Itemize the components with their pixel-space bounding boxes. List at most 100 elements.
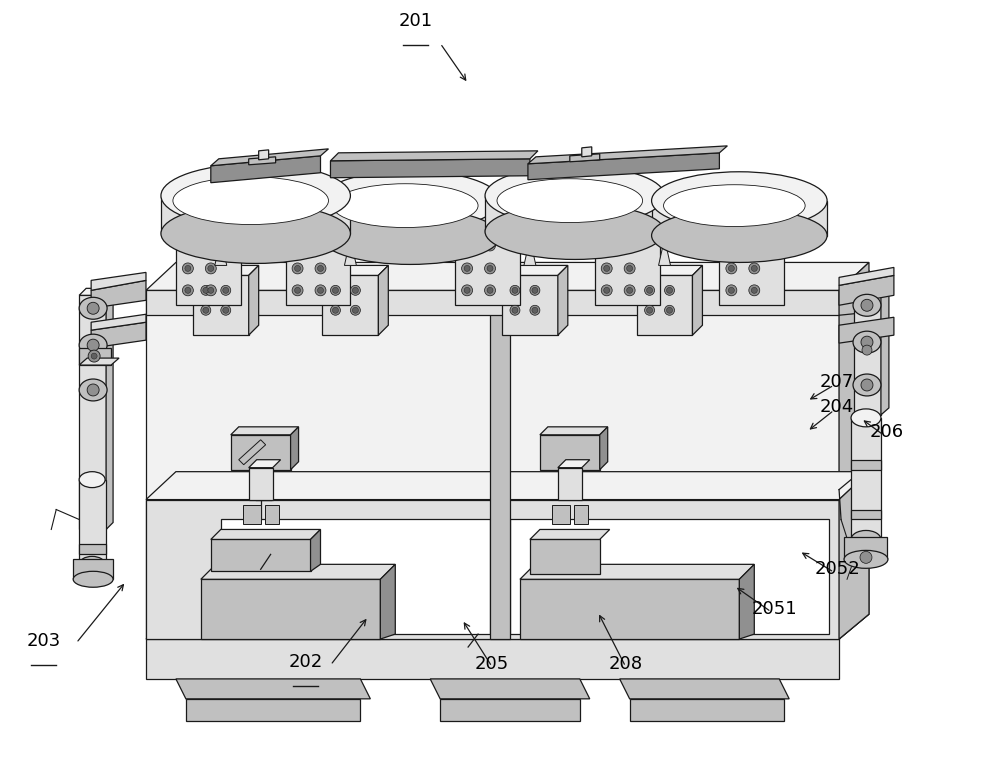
Ellipse shape — [853, 294, 881, 316]
Circle shape — [726, 285, 737, 296]
Circle shape — [205, 263, 216, 274]
Ellipse shape — [79, 379, 107, 401]
Polygon shape — [502, 275, 558, 335]
Polygon shape — [146, 614, 869, 639]
Circle shape — [751, 242, 757, 248]
Circle shape — [728, 265, 734, 271]
Circle shape — [601, 263, 612, 274]
Circle shape — [604, 242, 610, 248]
Circle shape — [647, 307, 653, 313]
Polygon shape — [839, 275, 894, 306]
Ellipse shape — [485, 166, 665, 225]
Circle shape — [318, 287, 323, 293]
Ellipse shape — [321, 209, 500, 264]
Circle shape — [318, 242, 323, 248]
Circle shape — [88, 350, 100, 362]
Polygon shape — [558, 265, 568, 335]
Polygon shape — [378, 265, 388, 335]
Circle shape — [350, 285, 360, 296]
Text: 202: 202 — [288, 653, 323, 672]
Circle shape — [352, 287, 358, 293]
Ellipse shape — [79, 334, 107, 356]
Ellipse shape — [853, 374, 881, 396]
Ellipse shape — [173, 176, 328, 225]
Polygon shape — [243, 504, 261, 524]
Polygon shape — [79, 545, 106, 555]
Circle shape — [91, 353, 97, 359]
Circle shape — [292, 263, 303, 274]
Circle shape — [221, 285, 231, 296]
Circle shape — [861, 336, 873, 348]
Polygon shape — [540, 435, 600, 470]
Ellipse shape — [844, 550, 888, 568]
Circle shape — [332, 307, 338, 313]
Polygon shape — [485, 196, 665, 231]
Circle shape — [645, 285, 655, 296]
Polygon shape — [291, 427, 299, 470]
Polygon shape — [322, 265, 388, 275]
Circle shape — [601, 240, 612, 251]
Polygon shape — [146, 639, 839, 679]
Polygon shape — [637, 265, 702, 275]
Polygon shape — [146, 290, 839, 316]
Circle shape — [485, 263, 496, 274]
Polygon shape — [176, 679, 370, 699]
Polygon shape — [637, 275, 692, 335]
Polygon shape — [249, 157, 276, 165]
Polygon shape — [146, 500, 839, 639]
Ellipse shape — [332, 183, 478, 228]
Circle shape — [330, 306, 340, 316]
Circle shape — [627, 265, 633, 271]
Polygon shape — [91, 280, 146, 308]
Circle shape — [749, 240, 760, 251]
Ellipse shape — [73, 571, 113, 588]
Circle shape — [223, 307, 229, 313]
Polygon shape — [739, 565, 754, 639]
Text: 203: 203 — [26, 632, 60, 650]
Polygon shape — [311, 529, 320, 571]
Circle shape — [861, 379, 873, 391]
Circle shape — [487, 287, 493, 293]
Circle shape — [185, 265, 191, 271]
Ellipse shape — [485, 204, 665, 260]
Text: 207: 207 — [820, 373, 854, 391]
Circle shape — [350, 306, 360, 316]
Polygon shape — [839, 267, 894, 285]
Polygon shape — [211, 156, 320, 183]
Polygon shape — [524, 248, 536, 265]
Circle shape — [203, 287, 209, 293]
Polygon shape — [652, 201, 827, 235]
Polygon shape — [854, 283, 889, 290]
Polygon shape — [851, 460, 881, 470]
Circle shape — [487, 242, 493, 248]
Circle shape — [530, 285, 540, 296]
Polygon shape — [322, 275, 378, 335]
Circle shape — [295, 242, 301, 248]
Circle shape — [332, 287, 338, 293]
Polygon shape — [286, 231, 350, 306]
Polygon shape — [215, 248, 227, 265]
Circle shape — [665, 285, 675, 296]
Circle shape — [860, 552, 872, 563]
Ellipse shape — [664, 185, 805, 227]
Circle shape — [751, 265, 757, 271]
Text: 206: 206 — [870, 423, 904, 442]
Circle shape — [208, 287, 214, 293]
Ellipse shape — [853, 331, 881, 353]
Polygon shape — [844, 537, 887, 559]
Circle shape — [208, 242, 214, 248]
Circle shape — [464, 265, 470, 271]
Ellipse shape — [652, 172, 827, 229]
Polygon shape — [176, 222, 251, 231]
Polygon shape — [211, 539, 311, 571]
Polygon shape — [330, 151, 538, 160]
Polygon shape — [161, 196, 350, 234]
Polygon shape — [540, 427, 608, 435]
Circle shape — [464, 242, 470, 248]
Polygon shape — [528, 146, 727, 163]
Circle shape — [462, 285, 473, 296]
Ellipse shape — [79, 471, 105, 487]
Polygon shape — [286, 222, 360, 231]
Circle shape — [315, 285, 326, 296]
Circle shape — [604, 265, 610, 271]
